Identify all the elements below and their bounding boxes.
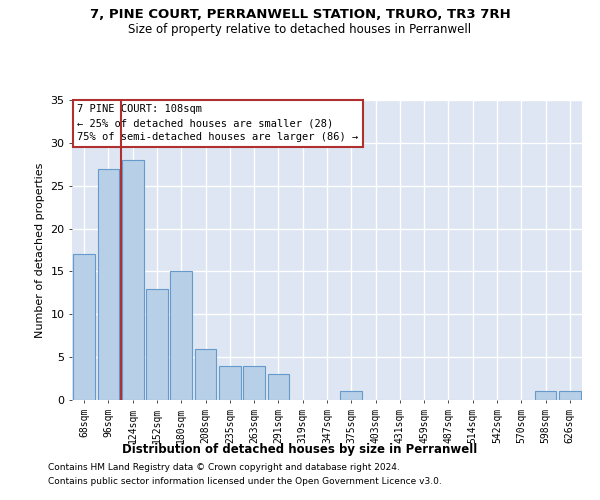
Bar (97, 168, 119, 400)
Bar (219, 366, 241, 400)
Bar (340, 392, 362, 400)
Text: Distribution of detached houses by size in Perranwell: Distribution of detached houses by size … (122, 442, 478, 456)
Bar (170, 272, 192, 400)
Text: 7 PINE COURT: 108sqm
← 25% of detached houses are smaller (28)
75% of semi-detac: 7 PINE COURT: 108sqm ← 25% of detached h… (77, 104, 358, 142)
Bar (146, 288, 168, 400)
Bar (122, 160, 143, 400)
Bar (535, 392, 556, 400)
Text: Contains public sector information licensed under the Open Government Licence v3: Contains public sector information licen… (48, 477, 442, 486)
Bar (194, 348, 217, 400)
Bar (559, 392, 581, 400)
Y-axis label: Number of detached properties: Number of detached properties (35, 162, 44, 338)
Bar (73, 254, 95, 400)
Text: Contains HM Land Registry data © Crown copyright and database right 2024.: Contains HM Land Registry data © Crown c… (48, 464, 400, 472)
Text: Size of property relative to detached houses in Perranwell: Size of property relative to detached ho… (128, 22, 472, 36)
Bar (243, 366, 265, 400)
Text: 7, PINE COURT, PERRANWELL STATION, TRURO, TR3 7RH: 7, PINE COURT, PERRANWELL STATION, TRURO… (89, 8, 511, 20)
Bar (268, 374, 289, 400)
